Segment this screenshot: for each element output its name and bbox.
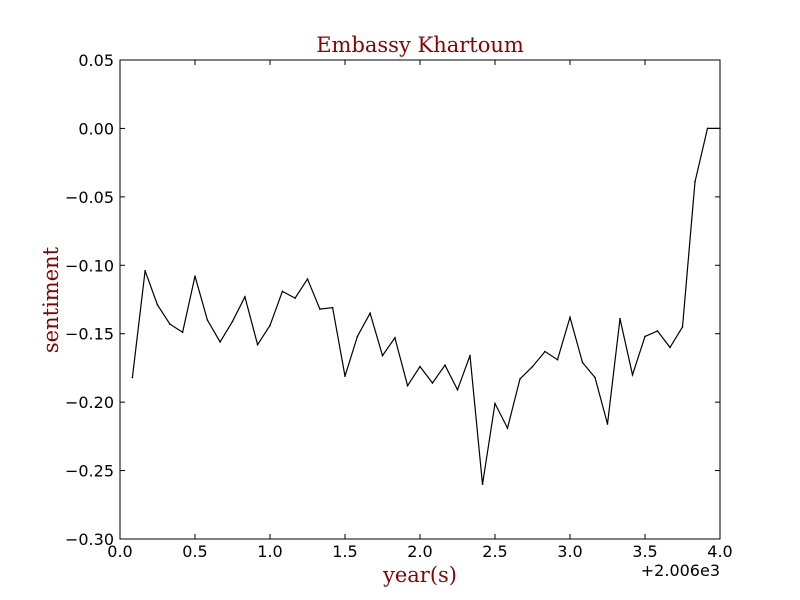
data-point (469, 355, 471, 357)
data-point (169, 323, 171, 325)
plot-frame (120, 60, 720, 539)
data-point (282, 290, 284, 292)
data-point (669, 347, 671, 349)
data-point (444, 364, 446, 366)
data-point (482, 483, 484, 485)
data-point (607, 423, 609, 425)
data-point (594, 377, 596, 379)
y-tick-label: 0.05 (78, 51, 114, 70)
data-point (382, 355, 384, 357)
data-point (569, 316, 571, 318)
data-point (707, 128, 709, 130)
data-point (519, 378, 521, 380)
y-axis-label: sentiment (39, 246, 63, 353)
data-point (157, 304, 159, 306)
data-point (357, 336, 359, 338)
series-line (132, 128, 720, 484)
y-tick-label: −0.15 (65, 325, 114, 344)
x-axis-label: year(s) (382, 563, 457, 587)
data-point (232, 321, 234, 323)
x-tick-label: 3.0 (557, 542, 582, 561)
data-point (682, 326, 684, 328)
x-tick-label: 1.5 (332, 542, 357, 561)
chart-title: Embassy Khartoum (316, 33, 524, 57)
data-point (644, 336, 646, 338)
data-point (257, 344, 259, 346)
data-point (332, 307, 334, 309)
data-point (407, 385, 409, 387)
series-layer (132, 128, 721, 485)
data-point (244, 296, 246, 298)
x-tick-label: 2.5 (482, 542, 507, 561)
y-tick-label: −0.20 (65, 393, 114, 412)
data-point (369, 312, 371, 314)
data-point (457, 389, 459, 391)
data-point (307, 278, 309, 280)
y-tick-label: 0.00 (78, 119, 114, 138)
data-point (182, 332, 184, 334)
data-point (419, 366, 421, 368)
data-point (582, 362, 584, 364)
data-point (557, 359, 559, 361)
data-point (694, 181, 696, 183)
x-tick-label: 0.5 (182, 542, 207, 561)
data-point (319, 308, 321, 310)
data-point (432, 382, 434, 384)
x-tick-label: 2.0 (407, 542, 432, 561)
data-point (619, 318, 621, 320)
data-point (144, 270, 146, 272)
y-tick-label: −0.30 (65, 530, 114, 549)
data-point (194, 275, 196, 277)
y-tick-label: −0.25 (65, 462, 114, 481)
data-point (494, 403, 496, 405)
x-tick-label: 3.5 (632, 542, 657, 561)
x-tick-label: 4.0 (707, 542, 732, 561)
data-point (269, 325, 271, 327)
data-point (219, 341, 221, 343)
data-point (657, 330, 659, 332)
x-offset-label: +2.006e3 (641, 561, 720, 580)
data-point (532, 366, 534, 368)
data-point (207, 319, 209, 321)
data-point (632, 374, 634, 376)
y-tick-label: −0.05 (65, 188, 114, 207)
ticks-layer: 0.0 0.5 1.0 1.5 2.0 2.5 3.0 3.5 4.00.050.00−0.05… (65, 51, 733, 561)
data-point (394, 337, 396, 339)
data-point (294, 297, 296, 299)
y-tick-label: −0.10 (65, 256, 114, 275)
data-point (507, 427, 509, 429)
x-tick-label: 1.0 (257, 542, 282, 561)
data-point (544, 351, 546, 353)
data-point (344, 375, 346, 377)
data-point (132, 377, 134, 379)
